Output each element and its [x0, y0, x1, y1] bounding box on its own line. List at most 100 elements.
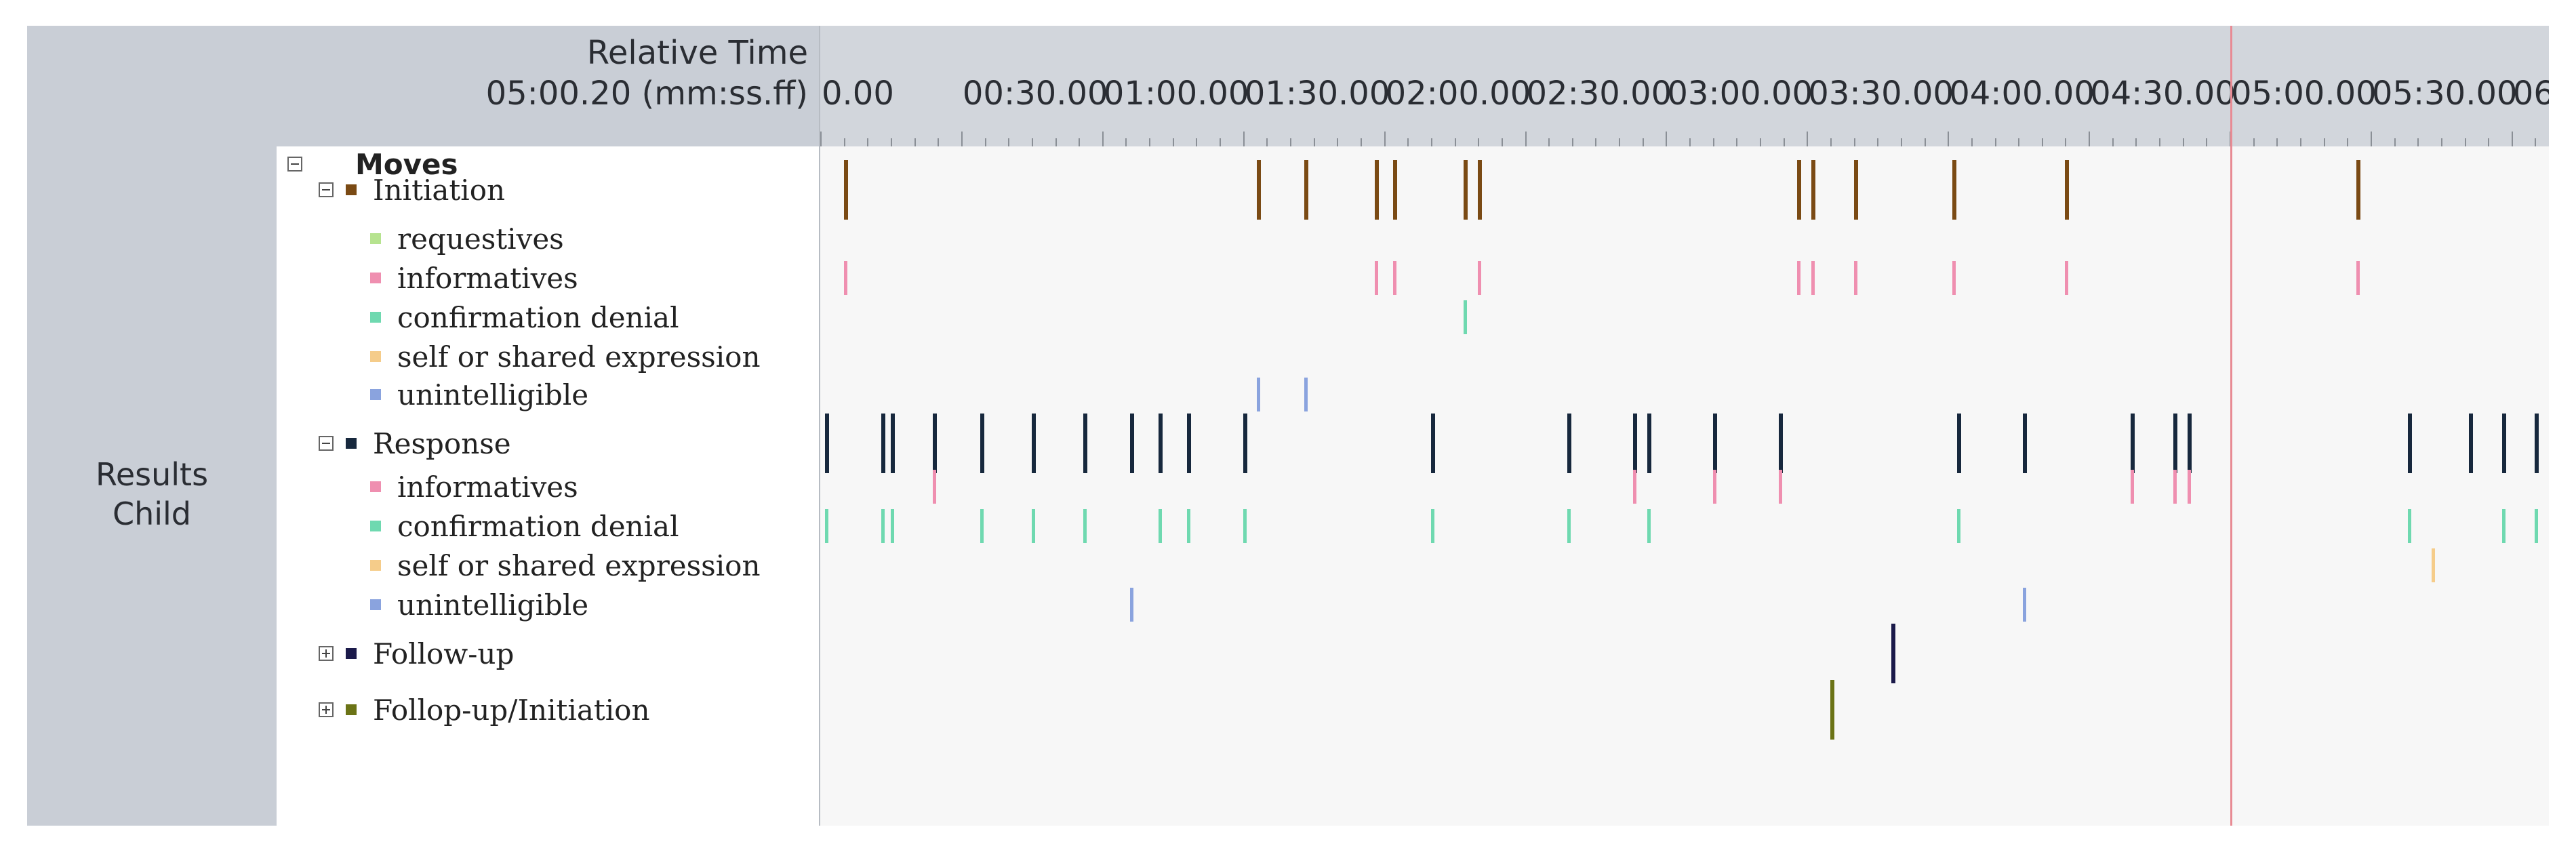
expand-icon[interactable]	[319, 646, 334, 661]
event-marker[interactable]	[890, 509, 894, 543]
event-marker[interactable]	[1464, 300, 1468, 334]
event-marker[interactable]	[1712, 470, 1716, 504]
event-marker[interactable]	[2187, 470, 2191, 504]
tier-row[interactable]: self or shared expression	[370, 339, 761, 374]
event-marker[interactable]	[933, 414, 938, 473]
event-marker[interactable]	[1811, 160, 1816, 220]
event-marker[interactable]	[2408, 509, 2412, 543]
event-marker[interactable]	[881, 414, 886, 473]
event-marker[interactable]	[1083, 414, 1088, 473]
tier-row[interactable]: requestives	[370, 221, 564, 256]
event-marker[interactable]	[1778, 414, 1783, 473]
event-marker[interactable]	[1632, 470, 1636, 504]
event-marker[interactable]	[1130, 588, 1134, 622]
event-marker[interactable]	[881, 509, 885, 543]
event-marker[interactable]	[1957, 414, 1962, 473]
tier-row[interactable]: confirmation denial	[370, 508, 679, 544]
event-marker[interactable]	[2535, 414, 2539, 473]
tier-row[interactable]: Initiation	[319, 172, 505, 207]
event-marker[interactable]	[1374, 160, 1379, 220]
event-marker[interactable]	[980, 509, 984, 543]
event-marker[interactable]	[933, 470, 937, 504]
tier-row[interactable]: Moves	[287, 146, 458, 182]
event-marker[interactable]	[2173, 414, 2177, 473]
event-marker[interactable]	[2131, 470, 2135, 504]
time-ruler[interactable]: 0.00 00:30.00 01:00.00 01:30.00 02:00.00 02:3…	[820, 26, 2549, 146]
event-marker[interactable]	[1430, 509, 1434, 543]
event-marker[interactable]	[2173, 470, 2177, 504]
event-marker[interactable]	[2356, 160, 2361, 220]
event-marker[interactable]	[2065, 160, 2070, 220]
collapse-icon[interactable]	[319, 436, 334, 451]
event-marker[interactable]	[2431, 548, 2435, 582]
event-marker[interactable]	[1567, 509, 1571, 543]
expand-icon[interactable]	[319, 702, 334, 717]
event-marker[interactable]	[1478, 160, 1483, 220]
event-marker[interactable]	[2065, 261, 2069, 295]
event-marker[interactable]	[824, 414, 829, 473]
event-marker[interactable]	[1031, 509, 1035, 543]
event-marker[interactable]	[1952, 261, 1956, 295]
event-marker[interactable]	[1243, 509, 1247, 543]
tier-row[interactable]: unintelligible	[370, 587, 588, 622]
event-marker[interactable]	[2131, 414, 2135, 473]
event-marker[interactable]	[2501, 509, 2505, 543]
collapse-icon[interactable]	[287, 157, 302, 172]
tier-row[interactable]: Response	[319, 426, 511, 461]
playhead-line[interactable]	[2230, 26, 2233, 826]
event-marker[interactable]	[1632, 414, 1637, 473]
event-marker[interactable]	[1031, 414, 1036, 473]
event-marker[interactable]	[1797, 160, 1802, 220]
event-marker[interactable]	[1797, 261, 1801, 295]
tier-row[interactable]: Follow-up	[319, 636, 514, 671]
event-marker[interactable]	[2535, 509, 2539, 543]
tier-row[interactable]: self or shared expression	[370, 548, 761, 583]
event-marker[interactable]	[2187, 414, 2192, 473]
event-marker[interactable]	[1830, 680, 1834, 740]
event-marker[interactable]	[1891, 624, 1896, 683]
tier-row[interactable]: informatives	[370, 469, 578, 504]
tier-row[interactable]: Follop-up/Initiation	[319, 692, 650, 727]
event-marker[interactable]	[1393, 160, 1398, 220]
event-marker[interactable]	[1430, 414, 1435, 473]
collapse-icon[interactable]	[319, 182, 334, 197]
tier-row[interactable]: confirmation denial	[370, 300, 679, 335]
event-marker[interactable]	[1186, 414, 1191, 473]
panel-divider[interactable]	[819, 26, 820, 826]
event-marker[interactable]	[1478, 261, 1482, 295]
event-marker[interactable]	[1083, 509, 1087, 543]
event-marker[interactable]	[2356, 261, 2360, 295]
event-marker[interactable]	[2469, 414, 2474, 473]
event-marker[interactable]	[1952, 160, 1957, 220]
event-marker[interactable]	[1567, 414, 1571, 473]
event-marker[interactable]	[824, 509, 828, 543]
event-marker[interactable]	[1712, 414, 1717, 473]
event-marker[interactable]	[1186, 509, 1190, 543]
event-marker[interactable]	[843, 261, 847, 295]
tier-row[interactable]: informatives	[370, 260, 578, 296]
tier-row[interactable]: unintelligible	[370, 377, 588, 412]
event-marker[interactable]	[1647, 414, 1651, 473]
event-marker[interactable]	[890, 414, 895, 473]
event-marker[interactable]	[1393, 261, 1397, 295]
event-marker[interactable]	[2023, 588, 2027, 622]
event-marker[interactable]	[1130, 414, 1135, 473]
event-marker[interactable]	[1257, 378, 1261, 411]
event-marker[interactable]	[1158, 414, 1163, 473]
event-marker[interactable]	[1304, 378, 1308, 411]
event-marker[interactable]	[1778, 470, 1782, 504]
event-marker[interactable]	[2501, 414, 2506, 473]
event-marker[interactable]	[2023, 414, 2028, 473]
event-marker[interactable]	[980, 414, 984, 473]
event-marker[interactable]	[1811, 261, 1815, 295]
track-area[interactable]	[820, 146, 2549, 826]
event-marker[interactable]	[1374, 261, 1378, 295]
event-marker[interactable]	[1853, 261, 1857, 295]
event-marker[interactable]	[1957, 509, 1961, 543]
event-marker[interactable]	[843, 160, 848, 220]
event-marker[interactable]	[1243, 414, 1247, 473]
event-marker[interactable]	[1257, 160, 1262, 220]
event-marker[interactable]	[1304, 160, 1308, 220]
event-marker[interactable]	[1158, 509, 1162, 543]
event-marker[interactable]	[1853, 160, 1858, 220]
